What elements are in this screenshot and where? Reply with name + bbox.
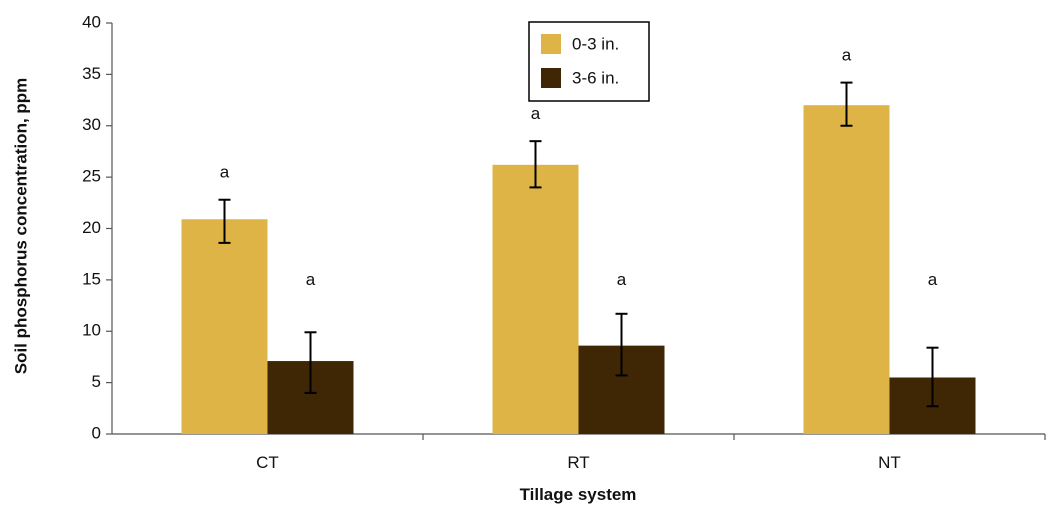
y-tick-label: 15 [82, 269, 101, 288]
y-tick-label: 35 [82, 64, 101, 83]
significance-label: a [617, 270, 627, 289]
labels: CT RT NT a a a a a a [220, 46, 938, 472]
x-tick-label: RT [567, 453, 589, 472]
significance-label: a [220, 163, 230, 182]
x-tick-label: NT [878, 453, 901, 472]
significance-label: a [842, 46, 852, 65]
significance-label: a [928, 270, 938, 289]
y-tick-label: 10 [82, 321, 101, 340]
legend-swatch [541, 34, 561, 54]
legend-swatch [541, 68, 561, 88]
legend: 0-3 in. 3-6 in. [528, 21, 650, 102]
y-tick-label: 30 [82, 115, 101, 134]
significance-label: a [531, 104, 541, 123]
bars [181, 105, 976, 435]
y-tick-label: 5 [92, 372, 101, 391]
y-tick-label: 20 [82, 218, 101, 237]
bar [492, 164, 579, 435]
legend-label: 0-3 in. [572, 34, 619, 53]
bar [803, 105, 890, 434]
error-bars [218, 81, 939, 408]
x-tick-label: CT [256, 453, 279, 472]
legend-label: 3-6 in. [572, 68, 619, 87]
bar [181, 219, 268, 434]
y-tick-label: 25 [82, 167, 101, 186]
y-tick-label: 0 [92, 423, 101, 442]
significance-label: a [306, 270, 316, 289]
y-axis-title: Soil phosphorus concentration, ppm [11, 78, 30, 375]
x-axis-title: Tillage system [520, 485, 637, 504]
y-tick-label: 40 [82, 12, 101, 31]
